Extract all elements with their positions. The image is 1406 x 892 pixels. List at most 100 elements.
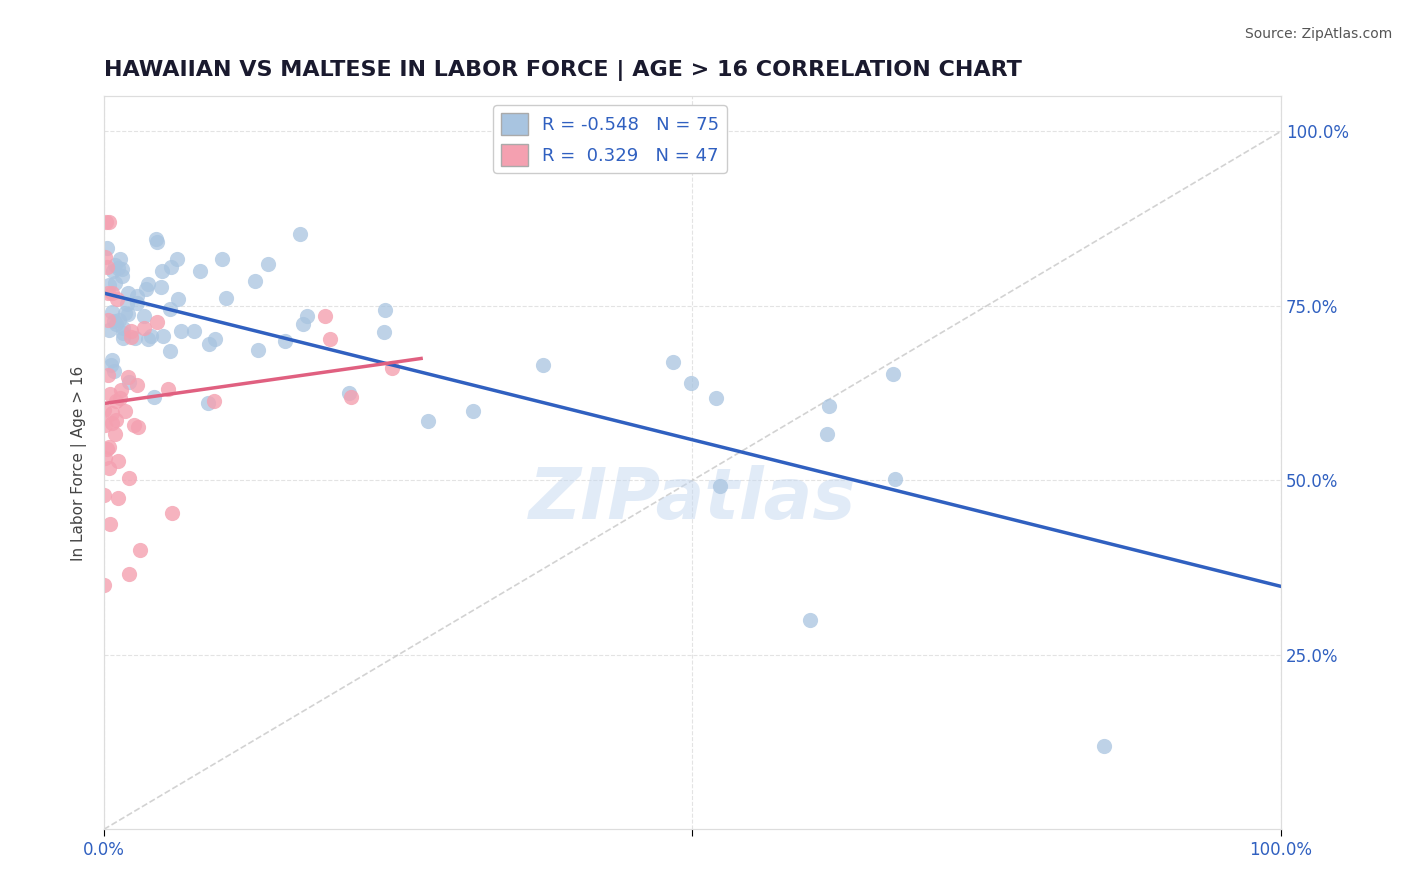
Point — [704, 391, 727, 405]
Point — [245, 274, 267, 288]
Point — [97, 323, 120, 337]
Point — [104, 394, 127, 409]
Point — [96, 241, 118, 255]
Point — [107, 491, 129, 505]
Point — [103, 364, 125, 378]
Point — [418, 414, 440, 428]
Point — [817, 427, 839, 442]
Point — [215, 291, 238, 305]
Point — [101, 286, 124, 301]
Point — [143, 391, 166, 405]
Point — [166, 252, 188, 266]
Point — [319, 332, 342, 346]
Point — [125, 296, 148, 310]
Point — [104, 427, 127, 442]
Point — [202, 393, 225, 408]
Point — [381, 361, 404, 376]
Point — [134, 310, 156, 324]
Point — [108, 313, 131, 327]
Text: Source: ZipAtlas.com: Source: ZipAtlas.com — [1244, 27, 1392, 41]
Point — [98, 516, 121, 531]
Point — [337, 386, 360, 401]
Point — [117, 286, 139, 301]
Point — [882, 368, 904, 382]
Point — [204, 332, 226, 346]
Point — [110, 384, 132, 398]
Point — [197, 396, 219, 410]
Point — [114, 404, 136, 418]
Point — [146, 235, 169, 250]
Point — [297, 309, 319, 323]
Point — [97, 285, 120, 300]
Point — [134, 321, 156, 335]
Point — [105, 412, 128, 426]
Point — [152, 329, 174, 343]
Point — [112, 326, 135, 340]
Point — [96, 260, 118, 274]
Point — [120, 324, 142, 338]
Point — [101, 353, 124, 368]
Point — [274, 334, 297, 348]
Point — [197, 336, 219, 351]
Point — [122, 417, 145, 432]
Point — [94, 250, 117, 264]
Point — [211, 252, 233, 266]
Point — [100, 358, 122, 372]
Point — [98, 386, 121, 401]
Point — [159, 343, 181, 358]
Point — [93, 403, 115, 417]
Point — [93, 450, 115, 465]
Point — [1092, 739, 1115, 753]
Point — [291, 317, 314, 331]
Point — [159, 302, 181, 317]
Point — [107, 454, 129, 468]
Point — [125, 378, 148, 392]
Point — [170, 324, 193, 338]
Point — [111, 262, 134, 277]
Point — [463, 404, 485, 418]
Point — [114, 306, 136, 320]
Point — [374, 302, 396, 317]
Point — [150, 264, 173, 278]
Point — [108, 391, 131, 405]
Point — [97, 368, 120, 382]
Point — [373, 325, 395, 339]
Point — [183, 324, 205, 338]
Point — [120, 330, 142, 344]
Point — [107, 260, 129, 275]
Point — [188, 264, 211, 278]
Point — [162, 507, 184, 521]
Point — [111, 268, 134, 283]
Point — [166, 293, 188, 307]
Point — [115, 297, 138, 311]
Legend: R = -0.548   N = 75, R =  0.329   N = 47: R = -0.548 N = 75, R = 0.329 N = 47 — [494, 105, 727, 173]
Point — [662, 355, 685, 369]
Point — [818, 399, 841, 413]
Point — [101, 264, 124, 278]
Point — [156, 382, 179, 396]
Point — [127, 420, 149, 434]
Point — [314, 309, 336, 323]
Point — [94, 215, 117, 229]
Point — [118, 567, 141, 582]
Point — [139, 328, 162, 343]
Point — [246, 343, 269, 357]
Point — [145, 232, 167, 246]
Point — [101, 305, 124, 319]
Point — [104, 317, 127, 331]
Point — [98, 460, 121, 475]
Point — [101, 406, 124, 420]
Point — [257, 257, 280, 271]
Point — [117, 307, 139, 321]
Point — [709, 478, 731, 492]
Point — [118, 375, 141, 389]
Point — [98, 440, 121, 454]
Point — [340, 390, 363, 404]
Point — [93, 488, 115, 502]
Point — [98, 215, 121, 229]
Text: HAWAIIAN VS MALTESE IN LABOR FORCE | AGE > 16 CORRELATION CHART: HAWAIIAN VS MALTESE IN LABOR FORCE | AGE… — [104, 60, 1022, 80]
Point — [97, 313, 120, 327]
Point — [104, 276, 127, 290]
Point — [127, 289, 149, 303]
Point — [129, 543, 152, 558]
